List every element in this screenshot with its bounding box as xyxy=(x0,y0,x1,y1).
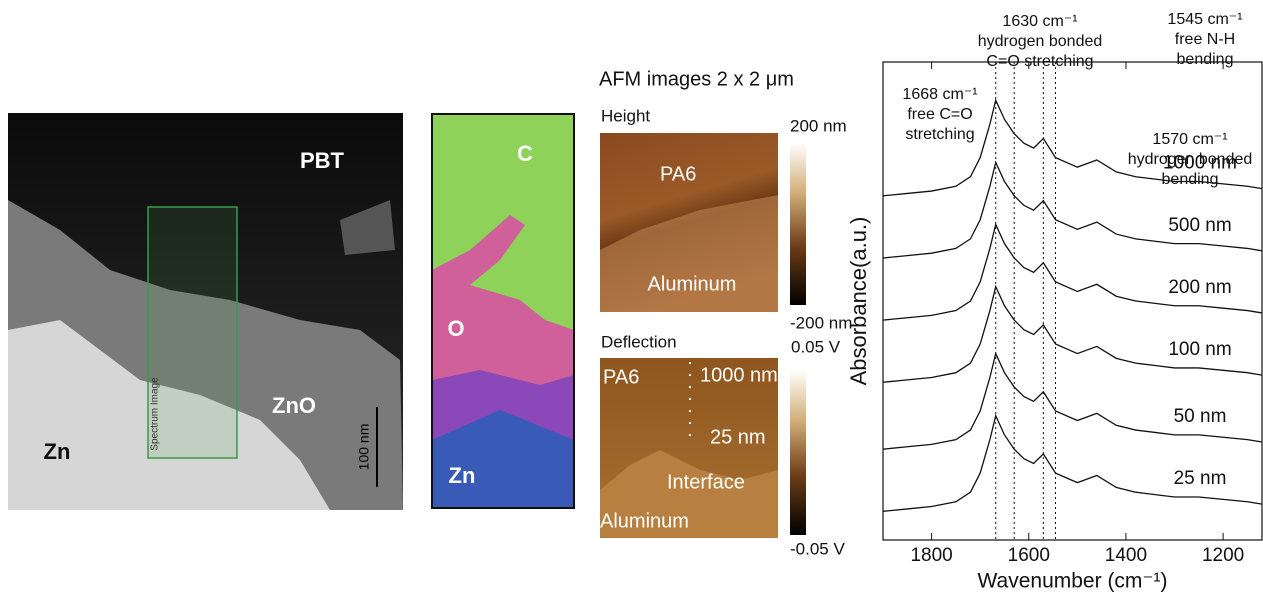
label: 1000 nm xyxy=(700,364,778,386)
annotation: 1545 cm⁻¹ xyxy=(1167,11,1242,28)
annotation: free N-H xyxy=(1175,31,1235,48)
scale-label: 200 nm xyxy=(790,116,847,135)
annotation: stretching xyxy=(905,126,974,143)
label: 25 nm xyxy=(710,426,766,448)
afm-title: AFM images 2 x 2 μm xyxy=(599,68,794,90)
label: O xyxy=(447,316,464,341)
series-label: 50 nm xyxy=(1174,406,1227,427)
label: Aluminum xyxy=(648,273,737,295)
x-tick-label: 1600 xyxy=(1008,545,1050,566)
label: PA6 xyxy=(603,366,639,388)
label: PA6 xyxy=(660,163,696,185)
label: Zn xyxy=(449,463,476,488)
scale-label: -0.05 V xyxy=(790,539,845,558)
annotation: free C=O xyxy=(907,106,972,123)
series-label: 1000 nm xyxy=(1163,153,1237,174)
label: Interface xyxy=(667,471,745,493)
annotation: bending xyxy=(1162,171,1219,188)
tem-panel: PBT ZnO Zn Spectrum Image 100 nm xyxy=(8,113,403,510)
x-tick-label: 1800 xyxy=(910,545,952,566)
annotation: 1570 cm⁻¹ xyxy=(1152,131,1227,148)
annotation: hydrogen bonded xyxy=(978,33,1103,50)
afm-panel: AFM images 2 x 2 μm Height PA6 Aluminum … xyxy=(599,68,852,558)
spectrum-chart: 1800 1600 1400 1200 Wavenumber (cm⁻¹) Absorba… xyxy=(846,11,1262,592)
colorbar xyxy=(790,143,806,305)
annotation: 1630 cm⁻¹ xyxy=(1002,13,1077,30)
colorbar xyxy=(790,370,806,535)
box-label: Spectrum Image xyxy=(150,377,161,451)
subtitle: Height xyxy=(601,106,650,125)
label: Zn xyxy=(44,439,71,464)
annotation: C=O stretching xyxy=(986,53,1093,70)
spectrum-line xyxy=(883,225,1262,321)
edx-panel: C O Zn xyxy=(432,114,574,508)
scale-label: 100 nm xyxy=(356,424,372,471)
series-label: 100 nm xyxy=(1168,339,1231,360)
scale-label: -200 nm xyxy=(790,313,852,332)
figure: PBT ZnO Zn Spectrum Image 100 nm C O Zn … xyxy=(0,0,1263,594)
annotation: 1668 cm⁻¹ xyxy=(902,86,977,103)
label: PBT xyxy=(300,148,345,173)
label: ZnO xyxy=(272,393,316,418)
x-tick-label: 1200 xyxy=(1202,545,1244,566)
series-label: 500 nm xyxy=(1168,215,1231,236)
label: Aluminum xyxy=(600,510,689,532)
spectrum-line xyxy=(883,416,1262,512)
x-axis-title: Wavenumber (cm⁻¹) xyxy=(978,570,1168,593)
spectrum-box xyxy=(148,207,237,458)
subtitle: Deflection xyxy=(601,332,677,351)
series-label: 25 nm xyxy=(1174,468,1227,489)
annotation: bending xyxy=(1177,51,1234,68)
x-tick-label: 1400 xyxy=(1105,545,1147,566)
y-axis-title: Absorbance(a.u.) xyxy=(846,217,871,386)
label: C xyxy=(517,141,533,166)
spectrum-line xyxy=(883,287,1262,383)
series-label: 200 nm xyxy=(1168,277,1231,298)
scale-label: 0.05 V xyxy=(791,337,841,356)
